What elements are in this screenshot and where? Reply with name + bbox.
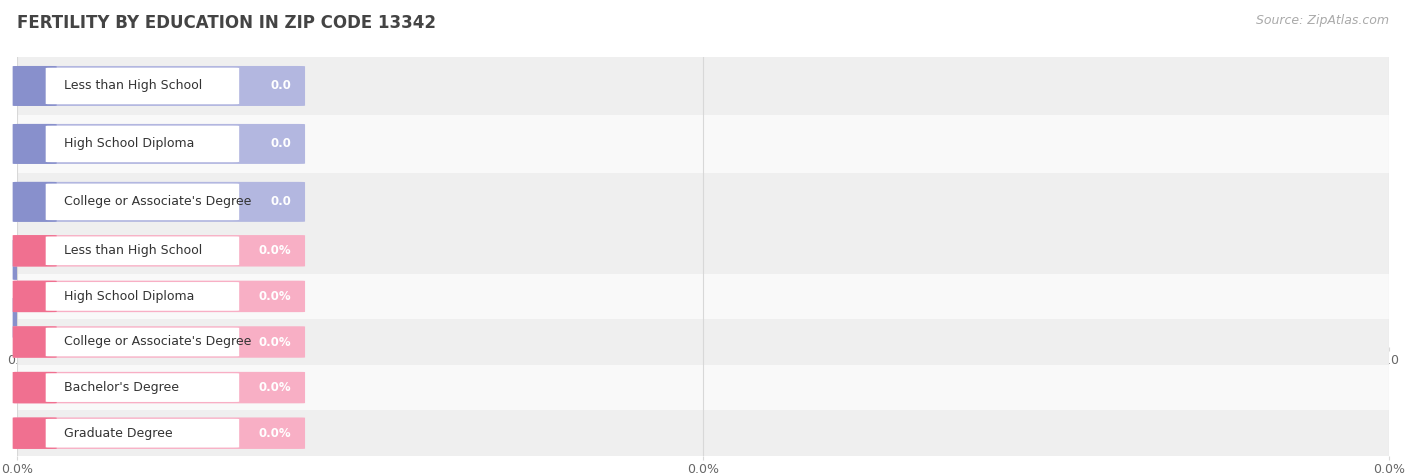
Text: Less than High School: Less than High School <box>63 244 202 257</box>
Text: Graduate Degree: Graduate Degree <box>63 311 172 324</box>
FancyBboxPatch shape <box>13 66 305 106</box>
FancyBboxPatch shape <box>13 235 305 266</box>
Bar <box>17 228 1389 274</box>
FancyBboxPatch shape <box>45 242 239 278</box>
Text: 0.0%: 0.0% <box>259 335 291 349</box>
Text: College or Associate's Degree: College or Associate's Degree <box>63 335 250 349</box>
FancyBboxPatch shape <box>13 235 56 266</box>
Text: 0.0: 0.0 <box>270 195 291 209</box>
Text: 0.0: 0.0 <box>270 253 291 266</box>
FancyBboxPatch shape <box>13 418 56 449</box>
Text: Source: ZipAtlas.com: Source: ZipAtlas.com <box>1256 14 1389 27</box>
FancyBboxPatch shape <box>13 298 305 338</box>
Text: 0.0%: 0.0% <box>259 381 291 394</box>
FancyBboxPatch shape <box>13 66 56 106</box>
Text: FERTILITY BY EDUCATION IN ZIP CODE 13342: FERTILITY BY EDUCATION IN ZIP CODE 13342 <box>17 14 436 32</box>
Text: High School Diploma: High School Diploma <box>63 290 194 303</box>
Text: Graduate Degree: Graduate Degree <box>63 427 172 440</box>
Bar <box>17 115 1389 173</box>
Text: 0.0%: 0.0% <box>259 244 291 257</box>
Text: Bachelor's Degree: Bachelor's Degree <box>63 253 179 266</box>
Text: High School Diploma: High School Diploma <box>63 137 194 151</box>
FancyBboxPatch shape <box>45 373 239 402</box>
Text: College or Associate's Degree: College or Associate's Degree <box>63 195 250 209</box>
Bar <box>17 57 1389 115</box>
FancyBboxPatch shape <box>13 124 56 164</box>
FancyBboxPatch shape <box>45 328 239 356</box>
FancyBboxPatch shape <box>13 281 305 312</box>
FancyBboxPatch shape <box>13 240 56 280</box>
FancyBboxPatch shape <box>45 282 239 311</box>
FancyBboxPatch shape <box>13 298 56 338</box>
Text: Bachelor's Degree: Bachelor's Degree <box>63 381 179 394</box>
FancyBboxPatch shape <box>13 326 56 358</box>
FancyBboxPatch shape <box>45 419 239 447</box>
FancyBboxPatch shape <box>13 372 56 403</box>
FancyBboxPatch shape <box>45 184 239 220</box>
Bar <box>17 365 1389 410</box>
Text: 0.0: 0.0 <box>270 311 291 324</box>
Text: 0.0%: 0.0% <box>259 290 291 303</box>
FancyBboxPatch shape <box>45 126 239 162</box>
FancyBboxPatch shape <box>13 281 56 312</box>
Text: 0.0: 0.0 <box>270 79 291 93</box>
FancyBboxPatch shape <box>13 372 305 403</box>
FancyBboxPatch shape <box>13 418 305 449</box>
Bar <box>17 319 1389 365</box>
Bar <box>17 274 1389 319</box>
Bar <box>17 410 1389 456</box>
FancyBboxPatch shape <box>13 182 305 222</box>
Text: 0.0: 0.0 <box>270 137 291 151</box>
FancyBboxPatch shape <box>45 300 239 336</box>
FancyBboxPatch shape <box>13 326 305 358</box>
FancyBboxPatch shape <box>13 182 56 222</box>
Bar <box>17 173 1389 231</box>
Text: 0.0%: 0.0% <box>259 427 291 440</box>
FancyBboxPatch shape <box>45 237 239 265</box>
Text: Less than High School: Less than High School <box>63 79 202 93</box>
FancyBboxPatch shape <box>13 240 305 280</box>
Bar <box>17 231 1389 289</box>
FancyBboxPatch shape <box>45 68 239 104</box>
Bar <box>17 289 1389 347</box>
FancyBboxPatch shape <box>13 124 305 164</box>
